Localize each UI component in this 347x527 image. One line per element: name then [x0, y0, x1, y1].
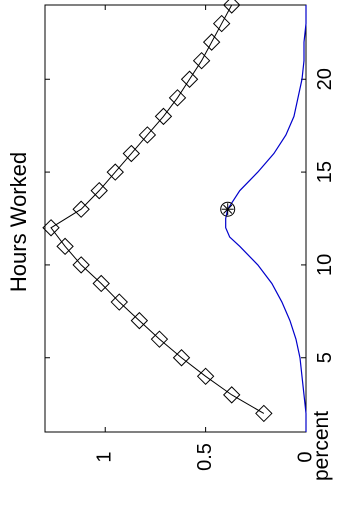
series-point — [212, 14, 231, 33]
series-point — [192, 51, 211, 70]
x-tick-label: 20 — [314, 68, 336, 90]
series-point — [130, 311, 149, 330]
y-tick-label: 0 — [294, 451, 316, 462]
annotation-marker-stroke — [223, 204, 233, 214]
series-point — [223, 0, 241, 14]
series-point — [180, 70, 199, 88]
series-point — [72, 200, 90, 218]
series-point — [110, 293, 128, 311]
series-point — [202, 33, 221, 51]
series-point — [255, 404, 273, 423]
annotation-marker — [220, 201, 236, 217]
series-point — [42, 219, 60, 237]
series-point — [172, 349, 191, 367]
plot-frame — [44, 4, 307, 433]
series-point — [138, 126, 157, 144]
x-tick-label: 10 — [314, 254, 336, 276]
series-line — [225, 5, 307, 432]
y-axis-label: percent — [310, 411, 333, 481]
series-point — [150, 330, 169, 348]
y-tick-label: 0.5 — [194, 443, 216, 471]
y-tick-label: 1 — [94, 451, 116, 462]
series-point — [72, 256, 90, 274]
series-point — [56, 237, 74, 256]
series-point — [223, 386, 241, 404]
chart-title: Hours Worked — [6, 152, 31, 292]
series-point — [122, 144, 141, 163]
plot-area: 5 10 15 20 0 0.5 1 — [42, 0, 336, 471]
series-point — [90, 181, 108, 200]
series-point — [154, 107, 173, 126]
x-tick-label: 5 — [314, 352, 336, 363]
series-point — [196, 367, 215, 386]
x-tick-label: 15 — [314, 161, 336, 183]
series-point — [92, 274, 110, 293]
series-point — [106, 163, 124, 181]
series-line — [50, 4, 265, 414]
series-point — [168, 89, 187, 107]
